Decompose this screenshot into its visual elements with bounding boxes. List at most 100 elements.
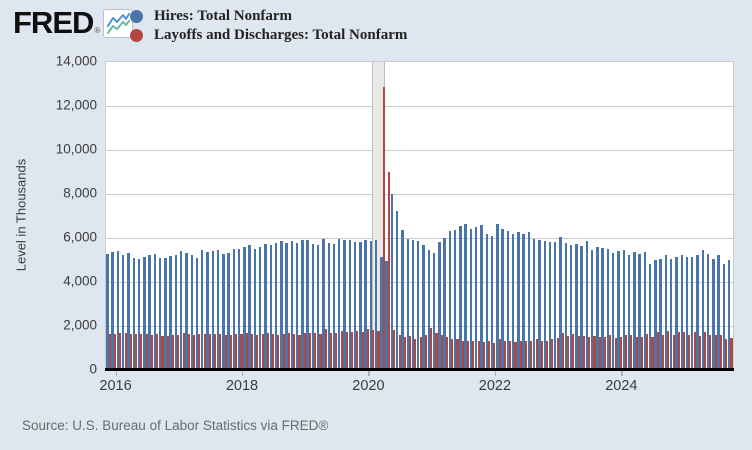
hires-bar (396, 210, 399, 370)
hires-bar (390, 194, 394, 370)
hires-bar (295, 242, 299, 370)
hires-bar (164, 257, 167, 370)
layoffs-bar (572, 333, 575, 370)
layoffs-bar (298, 334, 301, 370)
layoffs-bar (256, 334, 259, 370)
gridline (106, 194, 733, 195)
hires-bar (490, 235, 494, 370)
hires-bar (348, 239, 351, 370)
layoffs-bar (556, 338, 559, 370)
layoffs-bar (251, 333, 254, 370)
hires-bar (201, 249, 204, 370)
layoffs-bar (361, 332, 364, 370)
layoffs-bar (509, 341, 512, 370)
x-axis-labels: 2016 2018 2020 2022 2024 (99, 370, 732, 400)
layoffs-bar (409, 336, 412, 370)
layoffs-bar (677, 331, 680, 370)
layoffs-bar (293, 333, 296, 370)
layoffs-bar (598, 337, 601, 370)
layoffs-legend-dot (130, 29, 143, 42)
hires-bar (122, 254, 125, 370)
fred-logo[interactable]: FRED ® (13, 7, 134, 38)
layoffs-bar (366, 329, 369, 370)
hires-bar (569, 244, 573, 370)
hires-bar (248, 245, 251, 370)
hires-bar (327, 242, 330, 370)
layoffs-bar (314, 333, 317, 370)
layoffs-bar (524, 341, 528, 370)
hires-bar (364, 240, 367, 370)
layoffs-bar (567, 336, 570, 370)
gridline (106, 326, 733, 327)
hires-bar (322, 239, 325, 370)
hires-bar (359, 242, 362, 370)
hires-bar (306, 240, 309, 370)
hires-bar (522, 233, 525, 370)
layoffs-bar (456, 339, 459, 370)
layoffs-bar (414, 339, 417, 370)
legend-item-layoffs[interactable]: Layoffs and Discharges: Total Nonfarm (130, 26, 407, 45)
y-tick-label: 10,000 (55, 141, 97, 157)
hires-bar (127, 253, 130, 370)
layoffs-bar (287, 333, 290, 370)
layoffs-bar (156, 334, 159, 370)
legend-item-hires[interactable]: Hires: Total Nonfarm (130, 7, 407, 26)
hires-bar (280, 240, 283, 370)
hires-bar (506, 230, 510, 370)
hires-bar (706, 253, 710, 370)
plot-area[interactable] (105, 61, 734, 371)
layoffs-bar (461, 340, 464, 370)
hires-bar (353, 241, 357, 370)
hires-bar (722, 263, 726, 370)
gridline (106, 238, 733, 239)
layoffs-bar (424, 335, 427, 370)
hires-bar (496, 223, 499, 370)
layoffs-bar (119, 333, 122, 370)
hires-bar (548, 241, 552, 370)
layoffs-bar (224, 334, 227, 370)
layoffs-bar (582, 335, 586, 370)
hires-bar (685, 256, 689, 370)
hires-bar (116, 251, 120, 370)
layoffs-bar (356, 331, 359, 370)
hires-bar (211, 250, 214, 370)
x-tick-label: 2016 (99, 378, 132, 394)
hires-bar (374, 240, 378, 370)
y-axis-labels: 0 2,000 4,000 6,000 8,000 10,000 12,000 14,000 (0, 54, 97, 377)
layoffs-bar (498, 339, 501, 370)
layoffs-bar (235, 334, 238, 370)
layoffs-bar (229, 335, 233, 370)
hires-bar (206, 251, 209, 370)
layoffs-bar (440, 335, 443, 370)
layoffs-bar (730, 338, 733, 370)
y-tick-label: 12,000 (55, 97, 97, 113)
hires-bar (606, 248, 610, 370)
layoffs-bar (219, 333, 222, 370)
y-tick-label: 4,000 (63, 273, 97, 289)
hires-bar (622, 250, 625, 370)
layoffs-bar (282, 333, 285, 370)
hires-bar (459, 225, 462, 370)
hires-bar (290, 240, 294, 370)
layoffs-bar (340, 331, 343, 370)
layoffs-bar (588, 337, 591, 370)
hires-bar (601, 248, 604, 370)
layoffs-bar (709, 335, 712, 370)
layoffs-bar (614, 338, 617, 370)
layoffs-bar (725, 339, 728, 370)
hires-bar (385, 260, 388, 370)
layoffs-bar (640, 336, 643, 370)
layoffs-bar (704, 331, 707, 370)
layoffs-bar (187, 333, 190, 370)
layoffs-bar (198, 333, 201, 370)
layoffs-bar (477, 341, 480, 370)
hires-bar (169, 256, 172, 370)
hires-bar (475, 227, 478, 370)
layoffs-legend-label: Layoffs and Discharges: Total Nonfarm (154, 27, 408, 43)
hires-bar (316, 245, 320, 370)
layoffs-bar (345, 332, 348, 370)
gridline (106, 282, 733, 283)
layoffs-bar (519, 340, 522, 370)
layoffs-bar (387, 172, 391, 370)
hires-legend-dot (130, 10, 143, 23)
